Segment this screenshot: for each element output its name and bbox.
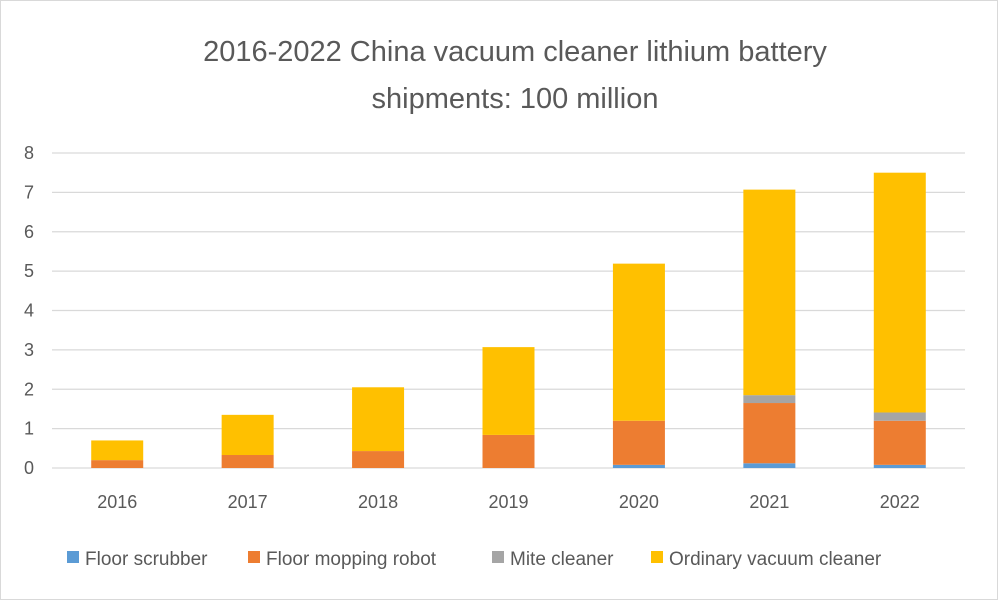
x-tick-label: 2018 bbox=[358, 492, 398, 512]
x-tick-label: 2022 bbox=[880, 492, 920, 512]
x-tick-label: 2017 bbox=[228, 492, 268, 512]
bar-segment-floor-scrubber bbox=[612, 464, 665, 468]
legend-swatch bbox=[67, 551, 79, 563]
legend-label: Floor scrubber bbox=[85, 549, 208, 570]
bar-segment-ordinary-vacuum-cleaner bbox=[91, 440, 144, 461]
y-tick-label: 0 bbox=[24, 458, 34, 478]
bar-segment-floor-mopping-robot bbox=[873, 420, 926, 465]
x-tick-label: 2021 bbox=[749, 492, 789, 512]
bar-segment-ordinary-vacuum-cleaner bbox=[743, 189, 796, 396]
legend-label: Ordinary vacuum cleaner bbox=[669, 549, 882, 570]
y-tick-label: 4 bbox=[24, 301, 34, 321]
bar-segment-floor-scrubber bbox=[743, 463, 796, 468]
legend-swatch bbox=[492, 551, 504, 563]
bar-segment-ordinary-vacuum-cleaner bbox=[482, 347, 535, 435]
legend-label: Mite cleaner bbox=[510, 549, 614, 570]
bar-segment-floor-mopping-robot bbox=[612, 420, 665, 465]
legend-label: Floor mopping robot bbox=[266, 549, 437, 570]
bar-segment-floor-mopping-robot bbox=[482, 434, 535, 468]
y-tick-label: 5 bbox=[24, 261, 34, 281]
bar-segment-mite-cleaner bbox=[743, 395, 796, 404]
x-tick-label: 2016 bbox=[97, 492, 137, 512]
bar-segment-ordinary-vacuum-cleaner bbox=[612, 263, 665, 421]
y-tick-label: 7 bbox=[24, 182, 34, 202]
bar-segment-ordinary-vacuum-cleaner bbox=[873, 172, 926, 413]
bar-segment-ordinary-vacuum-cleaner bbox=[221, 414, 274, 456]
bar-segment-floor-mopping-robot bbox=[743, 403, 796, 464]
legend-item: Mite cleaner bbox=[492, 549, 614, 570]
legend-swatch bbox=[248, 551, 260, 563]
y-tick-label: 8 bbox=[24, 143, 34, 163]
legend-item: Floor scrubber bbox=[67, 549, 208, 570]
bar-segment-floor-mopping-robot bbox=[221, 455, 274, 468]
y-tick-label: 1 bbox=[24, 419, 34, 439]
bar-segment-ordinary-vacuum-cleaner bbox=[352, 387, 405, 452]
y-tick-label: 6 bbox=[24, 222, 34, 242]
bar-segment-floor-scrubber bbox=[873, 464, 926, 468]
legend-swatch bbox=[651, 551, 663, 563]
bar-segment-floor-mopping-robot bbox=[352, 451, 405, 468]
chart-title-line-2: shipments: 100 million bbox=[372, 83, 659, 115]
legend-item: Floor mopping robot bbox=[248, 549, 437, 570]
bar-segment-mite-cleaner bbox=[873, 412, 926, 421]
bar-segment-floor-mopping-robot bbox=[91, 460, 144, 468]
x-tick-label: 2019 bbox=[488, 492, 528, 512]
y-tick-label: 2 bbox=[24, 379, 34, 399]
chart-title-line-1: 2016-2022 China vacuum cleaner lithium b… bbox=[203, 36, 827, 68]
y-tick-label: 3 bbox=[24, 340, 34, 360]
x-tick-label: 2020 bbox=[619, 492, 659, 512]
legend-item: Ordinary vacuum cleaner bbox=[651, 549, 882, 570]
